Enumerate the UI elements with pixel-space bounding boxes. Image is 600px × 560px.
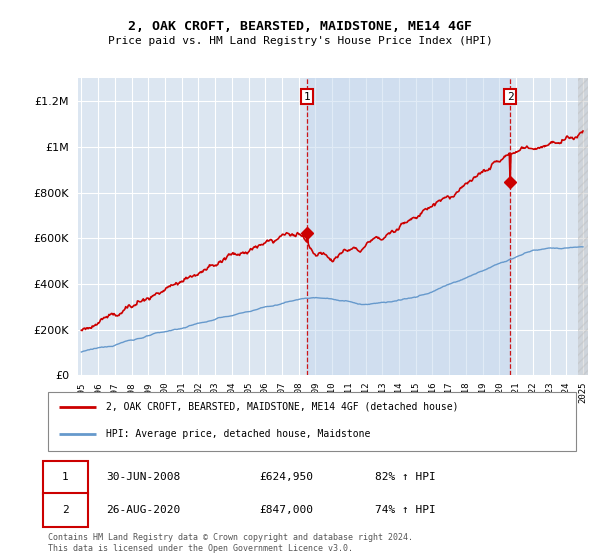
- Text: Contains HM Land Registry data © Crown copyright and database right 2024.
This d: Contains HM Land Registry data © Crown c…: [48, 533, 413, 553]
- Text: 74% ↑ HPI: 74% ↑ HPI: [376, 505, 436, 515]
- FancyBboxPatch shape: [43, 461, 88, 494]
- Text: 82% ↑ HPI: 82% ↑ HPI: [376, 473, 436, 482]
- Bar: [307, 78, 510, 375]
- Text: 2: 2: [62, 505, 69, 515]
- Text: 1: 1: [304, 92, 310, 102]
- Text: Price paid vs. HM Land Registry's House Price Index (HPI): Price paid vs. HM Land Registry's House …: [107, 36, 493, 46]
- Bar: [578, 78, 592, 375]
- Text: 1: 1: [62, 473, 69, 482]
- FancyBboxPatch shape: [43, 493, 88, 526]
- Text: £847,000: £847,000: [259, 505, 313, 515]
- Text: £624,950: £624,950: [259, 473, 313, 482]
- Text: 2, OAK CROFT, BEARSTED, MAIDSTONE, ME14 4GF: 2, OAK CROFT, BEARSTED, MAIDSTONE, ME14 …: [128, 20, 472, 32]
- Text: 26-AUG-2020: 26-AUG-2020: [106, 505, 181, 515]
- Text: 2, OAK CROFT, BEARSTED, MAIDSTONE, ME14 4GF (detached house): 2, OAK CROFT, BEARSTED, MAIDSTONE, ME14 …: [106, 402, 458, 412]
- Text: HPI: Average price, detached house, Maidstone: HPI: Average price, detached house, Maid…: [106, 430, 370, 440]
- Text: 2: 2: [507, 92, 514, 102]
- FancyBboxPatch shape: [48, 392, 576, 451]
- Text: 30-JUN-2008: 30-JUN-2008: [106, 473, 181, 482]
